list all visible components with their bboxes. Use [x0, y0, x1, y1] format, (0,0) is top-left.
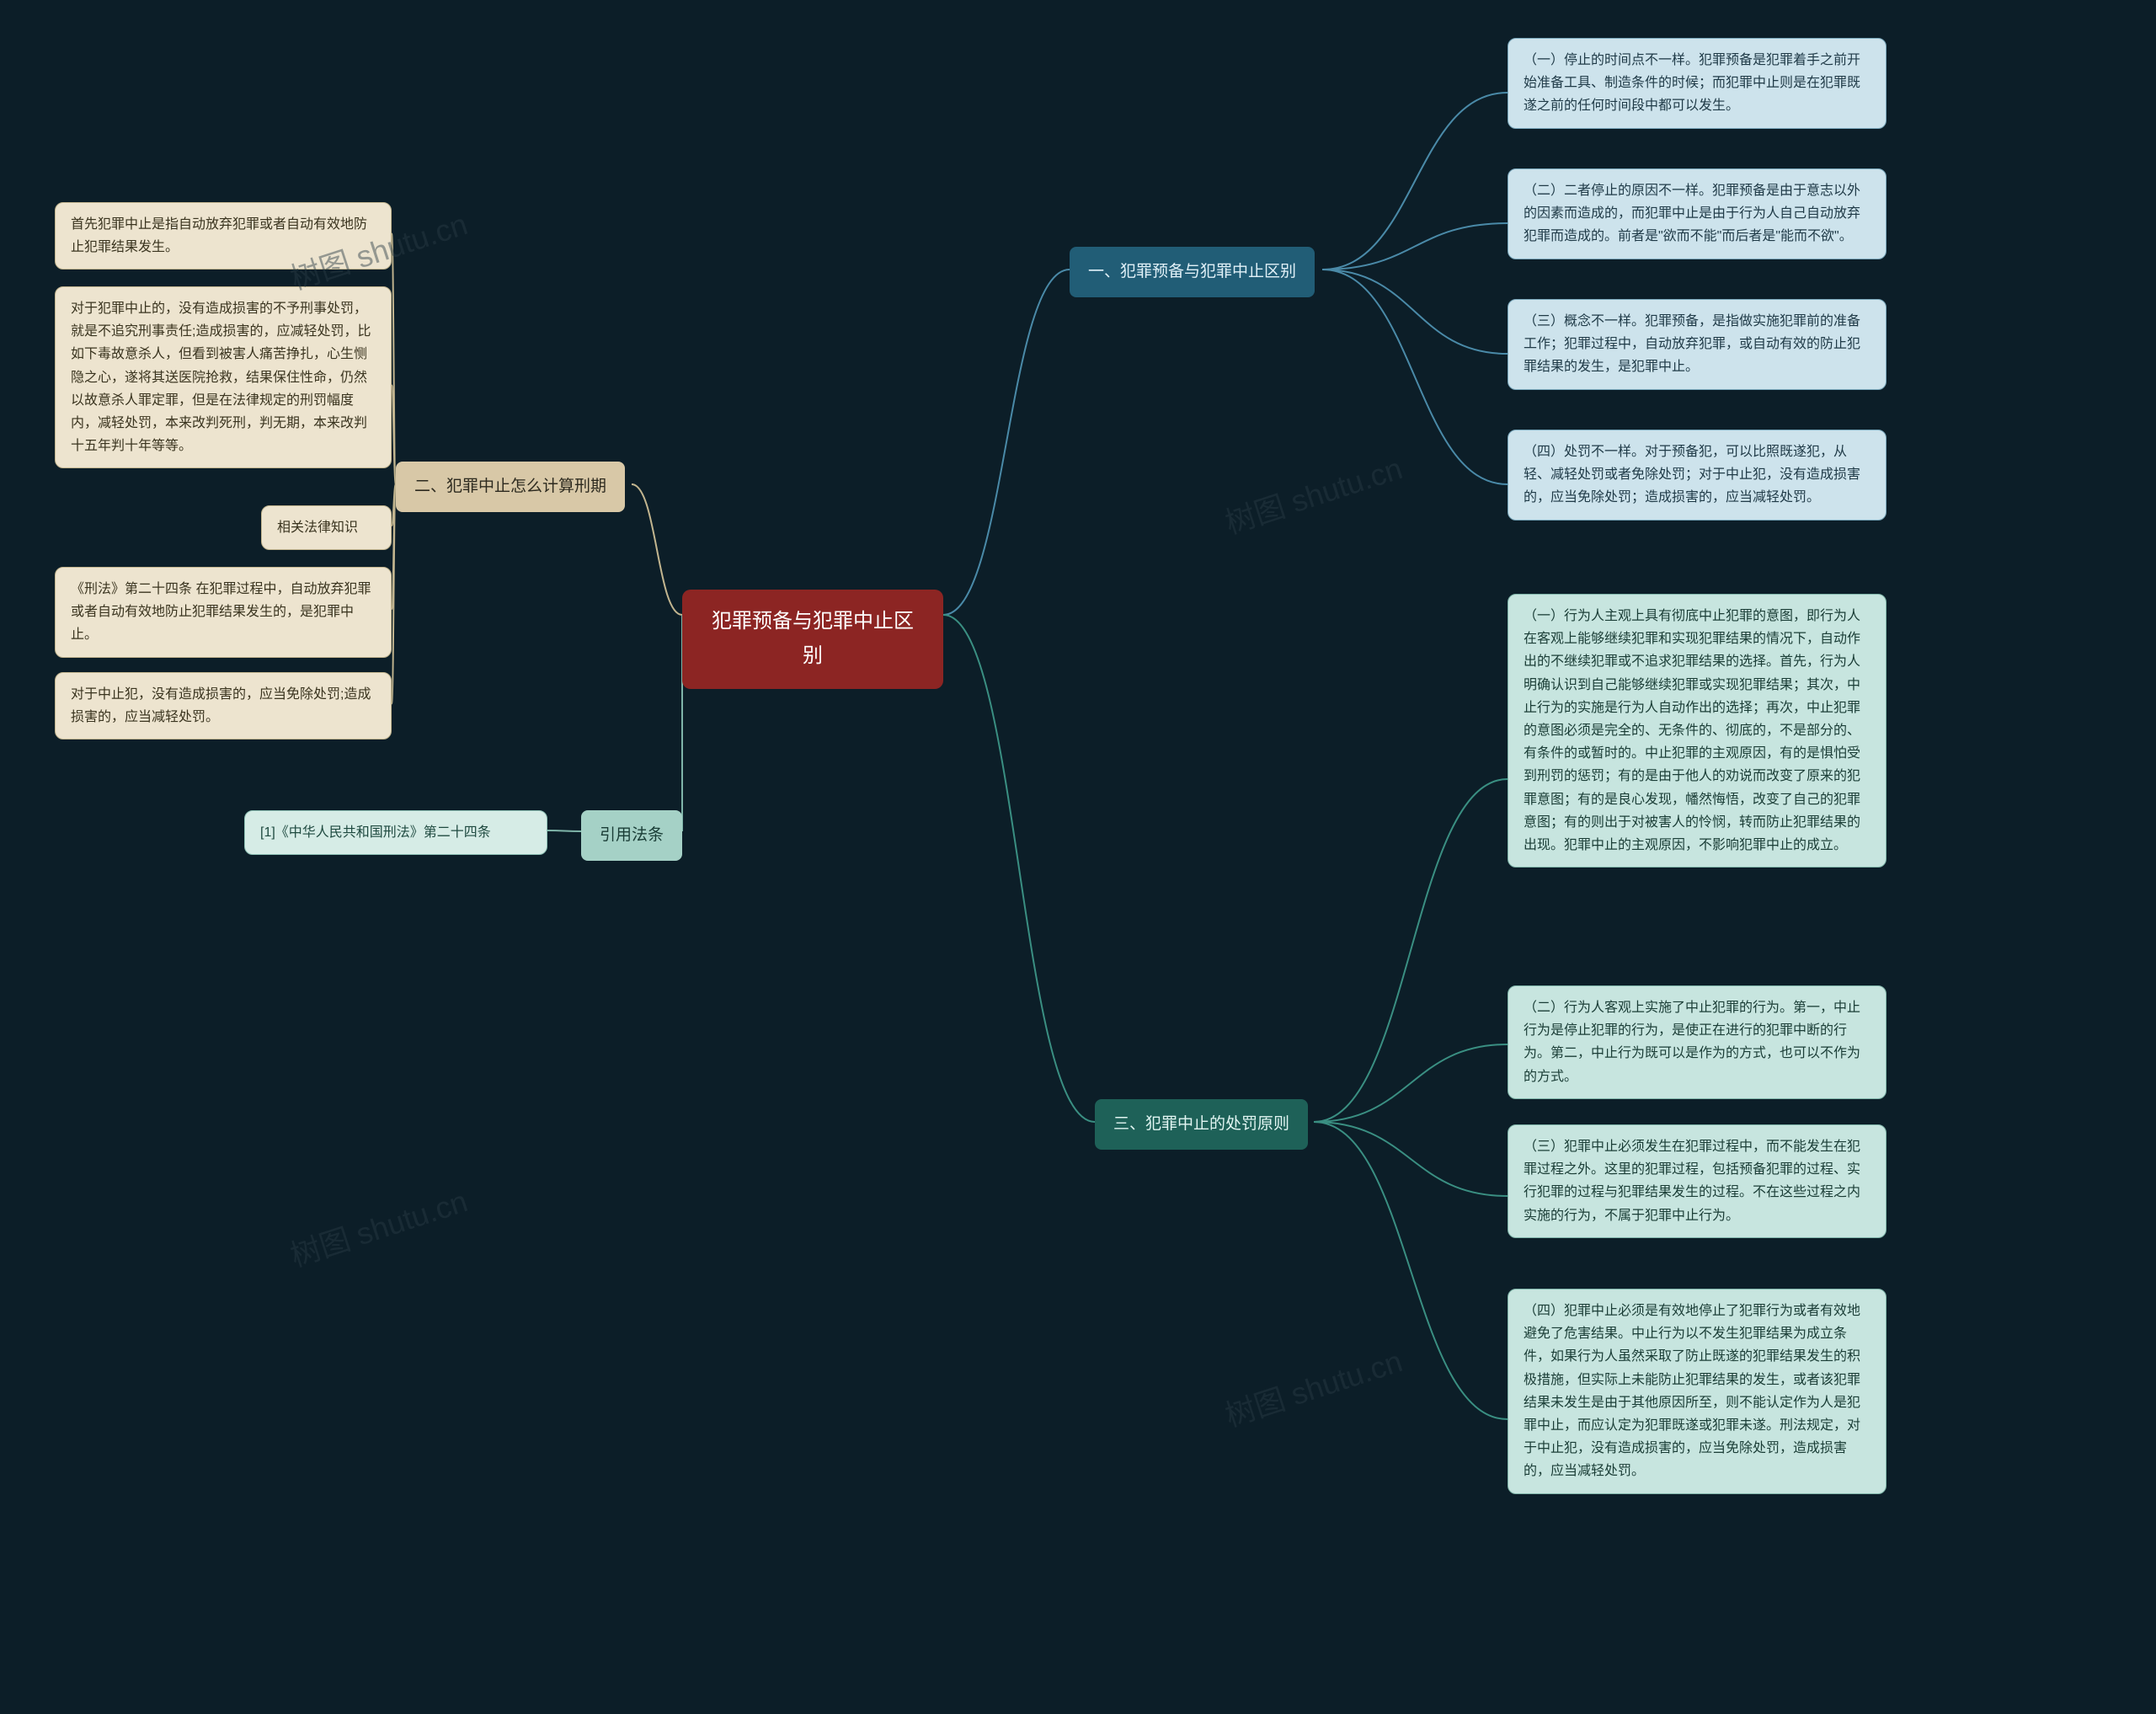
- leaf-node: （一）行为人主观上具有彻底中止犯罪的意图，即行为人在客观上能够继续犯罪和实现犯罪…: [1508, 594, 1886, 868]
- root-node: 犯罪预备与犯罪中止区别: [682, 590, 943, 689]
- leaf-node: 对于中止犯，没有造成损害的，应当免除处罚;造成损害的，应当减轻处罚。: [55, 672, 392, 740]
- watermark: 树图 shutu.cn: [1219, 445, 1406, 543]
- watermark: 树图 shutu.cn: [284, 1177, 472, 1276]
- branch-node-4: 引用法条: [581, 810, 682, 861]
- leaf-node: （二）行为人客观上实施了中止犯罪的行为。第一，中止行为是停止犯罪的行为，是使正在…: [1508, 985, 1886, 1099]
- leaf-node: [1]《中华人民共和国刑法》第二十四条: [244, 810, 547, 855]
- leaf-node: 对于犯罪中止的，没有造成损害的不予刑事处罚，就是不追究刑事责任;造成损害的，应减…: [55, 286, 392, 468]
- leaf-node: 首先犯罪中止是指自动放弃犯罪或者自动有效地防止犯罪结果发生。: [55, 202, 392, 270]
- leaf-node: （四）犯罪中止必须是有效地停止了犯罪行为或者有效地避免了危害结果。中止行为以不发…: [1508, 1289, 1886, 1494]
- watermark: 树图 shutu.cn: [1219, 1338, 1406, 1436]
- leaf-node: 《刑法》第二十四条 在犯罪过程中，自动放弃犯罪或者自动有效地防止犯罪结果发生的，…: [55, 567, 392, 658]
- leaf-node: （三）犯罪中止必须发生在犯罪过程中，而不能发生在犯罪过程之外。这里的犯罪过程，包…: [1508, 1124, 1886, 1238]
- leaf-node: 相关法律知识: [261, 505, 392, 550]
- leaf-node: （三）概念不一样。犯罪预备，是指做实施犯罪前的准备工作；犯罪过程中，自动放弃犯罪…: [1508, 299, 1886, 390]
- branch-node-1: 一、犯罪预备与犯罪中止区别: [1070, 247, 1315, 297]
- leaf-node: （四）处罚不一样。对于预备犯，可以比照既遂犯，从轻、减轻处罚或者免除处罚；对于中…: [1508, 430, 1886, 521]
- leaf-node: （二）二者停止的原因不一样。犯罪预备是由于意志以外的因素而造成的，而犯罪中止是由…: [1508, 168, 1886, 259]
- leaf-node: （一）停止的时间点不一样。犯罪预备是犯罪着手之前开始准备工具、制造条件的时候；而…: [1508, 38, 1886, 129]
- branch-node-3: 三、犯罪中止的处罚原则: [1095, 1099, 1308, 1150]
- branch-node-2: 二、犯罪中止怎么计算刑期: [396, 462, 625, 512]
